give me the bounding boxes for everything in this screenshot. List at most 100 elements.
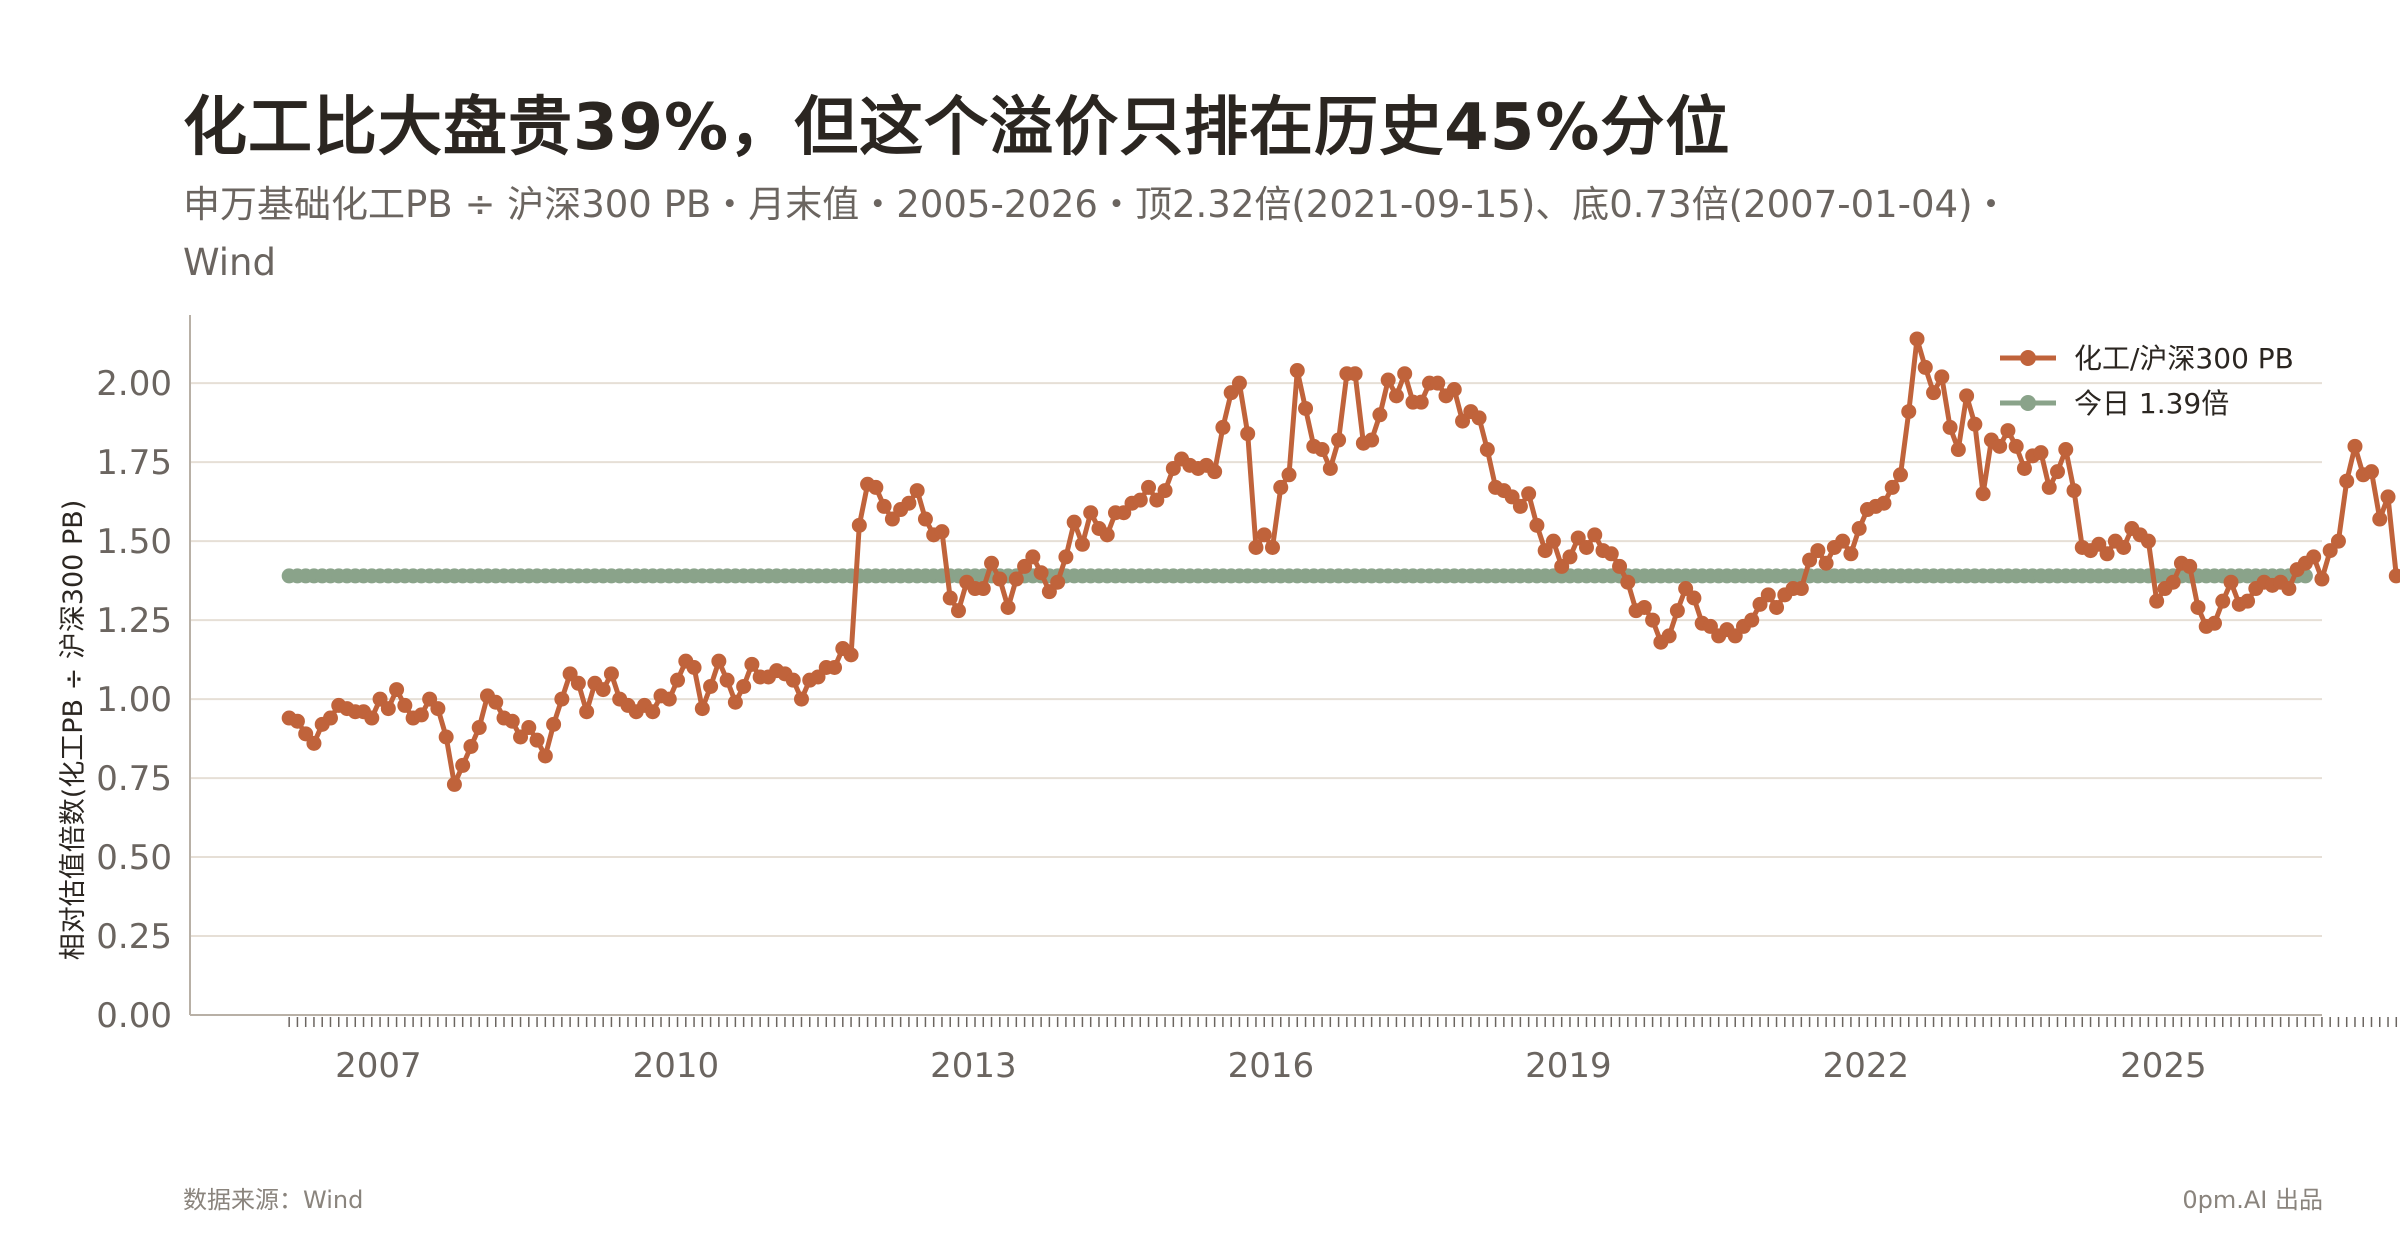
data-point xyxy=(1322,460,1338,476)
data-point xyxy=(942,590,958,606)
data-point xyxy=(1843,546,1859,562)
data-point xyxy=(2165,574,2181,590)
data-point xyxy=(1256,527,1272,543)
data-point xyxy=(471,720,487,736)
data-point xyxy=(785,672,801,688)
y-tick-label: 1.50 xyxy=(96,522,172,562)
data-point xyxy=(1025,549,1041,565)
data-point xyxy=(2033,445,2049,461)
data-point xyxy=(2388,568,2400,584)
data-point xyxy=(2363,464,2379,480)
data-point xyxy=(1050,574,1066,590)
data-point xyxy=(389,682,405,698)
data-point xyxy=(397,697,413,713)
data-point xyxy=(1207,464,1223,480)
data-point xyxy=(2182,558,2198,574)
data-point xyxy=(917,511,933,527)
legend-marker-main xyxy=(2020,350,2036,366)
data-point xyxy=(1388,388,1404,404)
x-tick-label: 2016 xyxy=(1228,1046,1315,1086)
y-tick-label: 0.25 xyxy=(96,917,172,957)
reference-series xyxy=(281,568,2313,584)
data-point xyxy=(1157,483,1173,499)
data-point xyxy=(529,732,545,748)
data-point xyxy=(1876,495,1892,511)
data-point xyxy=(546,716,562,732)
data-point xyxy=(1645,612,1661,628)
data-point xyxy=(901,495,917,511)
data-point xyxy=(1430,375,1446,391)
y-tick-label: 2.00 xyxy=(96,364,172,404)
data-point xyxy=(1686,590,1702,606)
page-subtitle: 申万基础化工PB ÷ 沪深300 PB・月末值・2005-2026・顶2.32倍… xyxy=(183,183,2010,284)
data-point xyxy=(488,694,504,710)
data-point xyxy=(661,691,677,707)
data-point xyxy=(2149,593,2165,609)
data-point xyxy=(289,713,305,729)
data-point xyxy=(1769,599,1785,615)
data-point xyxy=(1298,400,1314,416)
data-point xyxy=(992,571,1008,587)
y-tick-label: 0.75 xyxy=(96,759,172,799)
data-point xyxy=(1231,375,1247,391)
data-point xyxy=(1141,479,1157,495)
data-point xyxy=(1578,539,1594,555)
data-point xyxy=(1471,410,1487,426)
y-tick-label: 1.75 xyxy=(96,443,172,483)
data-point xyxy=(1066,514,1082,530)
data-point xyxy=(1083,505,1099,521)
data-point xyxy=(1512,498,1528,514)
data-point xyxy=(1281,467,1297,483)
data-point xyxy=(2372,511,2388,527)
data-point xyxy=(380,701,396,717)
data-point xyxy=(413,707,429,723)
data-point xyxy=(1314,442,1330,458)
data-point xyxy=(1744,612,1760,628)
data-point xyxy=(686,660,702,675)
data-point xyxy=(322,710,338,726)
data-point xyxy=(1884,479,1900,495)
data-point xyxy=(1248,539,1264,555)
data-point xyxy=(2306,549,2322,565)
data-point xyxy=(2223,574,2239,590)
data-point xyxy=(1926,385,1942,401)
data-point xyxy=(1967,416,1983,432)
x-tick-label: 2025 xyxy=(2120,1046,2207,1086)
data-point xyxy=(2049,464,2065,480)
data-point xyxy=(1521,486,1537,502)
data-point xyxy=(876,498,892,514)
data-point xyxy=(1331,432,1347,448)
data-point xyxy=(595,682,611,698)
data-point xyxy=(1215,419,1231,435)
data-point xyxy=(711,653,727,669)
data-point xyxy=(430,701,446,717)
data-point xyxy=(1810,543,1826,559)
data-point xyxy=(1545,533,1561,549)
y-tick-label: 1.00 xyxy=(96,680,172,720)
data-point xyxy=(694,701,710,717)
data-point xyxy=(2000,423,2016,439)
data-point xyxy=(934,524,950,540)
data-point xyxy=(1851,521,1867,536)
data-point xyxy=(670,672,686,688)
data-point xyxy=(909,483,925,499)
data-point xyxy=(984,555,1000,571)
data-point xyxy=(2380,489,2396,505)
data-point xyxy=(463,738,479,754)
data-point xyxy=(975,581,991,597)
data-point xyxy=(1008,571,1024,587)
data-point xyxy=(364,710,380,726)
data-point xyxy=(1240,426,1256,442)
data-point xyxy=(1562,549,1578,565)
main-series xyxy=(281,331,2400,792)
data-point xyxy=(2008,438,2024,454)
data-point xyxy=(851,517,867,533)
x-tick-label: 2019 xyxy=(1525,1046,1612,1086)
data-point xyxy=(2339,473,2355,489)
data-point xyxy=(1413,394,1429,410)
data-point xyxy=(1397,366,1413,382)
data-point xyxy=(2330,533,2346,549)
x-tick-label: 2013 xyxy=(930,1046,1017,1086)
data-point xyxy=(438,729,454,745)
data-point xyxy=(1289,363,1305,379)
